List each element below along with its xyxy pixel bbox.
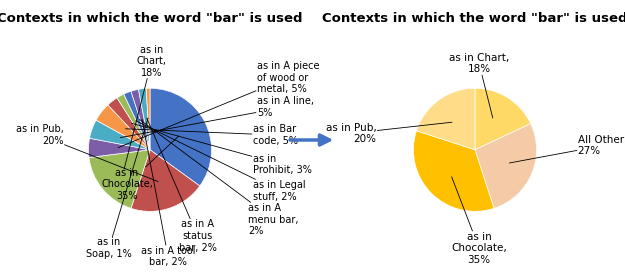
Wedge shape (475, 88, 531, 150)
Text: as in Chart,
18%: as in Chart, 18% (449, 53, 509, 118)
Text: All Other,
27%: All Other, 27% (509, 135, 625, 163)
Wedge shape (146, 88, 150, 150)
Wedge shape (96, 105, 150, 150)
Text: as in A tool
bar, 2%: as in A tool bar, 2% (141, 119, 195, 267)
Text: as in A
menu bar,
2%: as in A menu bar, 2% (139, 119, 299, 236)
Text: as in A piece
of wood or
metal, 5%: as in A piece of wood or metal, 5% (118, 61, 319, 148)
Title: Contexts in which the word "bar" is used: Contexts in which the word "bar" is used (322, 13, 625, 25)
Wedge shape (139, 88, 150, 150)
Text: as in
Soap, 1%: as in Soap, 1% (86, 118, 148, 259)
Wedge shape (131, 150, 200, 211)
Wedge shape (414, 131, 494, 211)
Wedge shape (416, 88, 475, 150)
Wedge shape (89, 138, 150, 158)
Text: as in A line,
5%: as in A line, 5% (120, 96, 314, 137)
Text: as in
Prohibit, 3%: as in Prohibit, 3% (131, 123, 311, 175)
Text: as in Pub,
20%: as in Pub, 20% (326, 122, 452, 144)
Text: as in
Chocolate,
35%: as in Chocolate, 35% (101, 136, 179, 201)
Wedge shape (89, 150, 150, 208)
Wedge shape (475, 123, 536, 208)
Text: as in
Chart,
18%: as in Chart, 18% (124, 45, 167, 169)
Wedge shape (150, 88, 211, 186)
Wedge shape (108, 98, 150, 150)
Wedge shape (89, 120, 150, 150)
Text: as in Legal
stuff, 2%: as in Legal stuff, 2% (136, 121, 305, 202)
Text: as in Pub,
20%: as in Pub, 20% (16, 124, 158, 181)
Title: Contexts in which the word "bar" is used: Contexts in which the word "bar" is used (0, 13, 302, 25)
Wedge shape (131, 89, 150, 150)
Text: as in Bar
code, 5%: as in Bar code, 5% (126, 124, 298, 146)
Wedge shape (124, 91, 150, 150)
Text: as in A
status
bar, 2%: as in A status bar, 2% (147, 118, 216, 253)
Wedge shape (117, 94, 150, 150)
Text: as in
Chocolate,
35%: as in Chocolate, 35% (451, 177, 507, 265)
